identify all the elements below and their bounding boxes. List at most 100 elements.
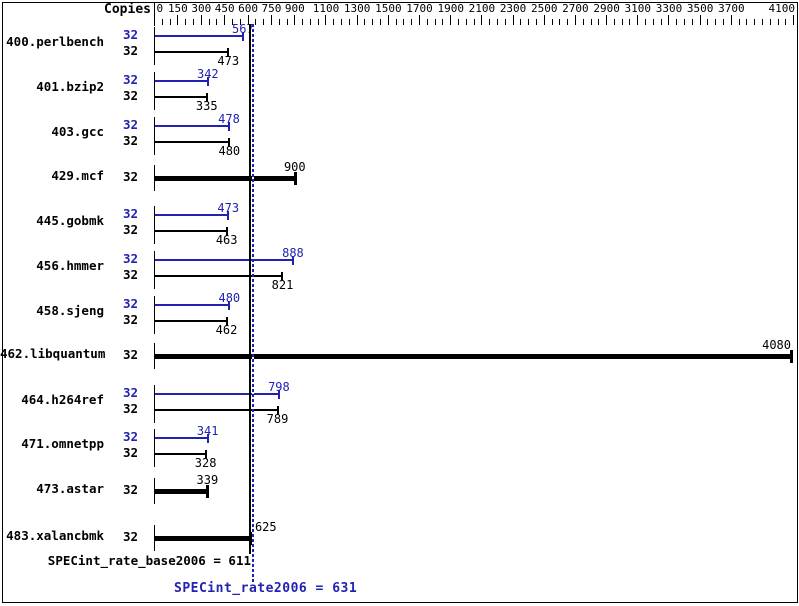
axis-major-tick <box>730 15 732 25</box>
axis-minor-tick <box>426 19 428 25</box>
copies-value-base: 32 <box>122 445 138 460</box>
bar-end-cap <box>206 76 209 86</box>
axis-minor-tick <box>520 19 522 25</box>
axis-minor-tick <box>473 19 475 25</box>
axis-tick-label: 3700 <box>718 2 745 15</box>
axis-tick-label: 2100 <box>468 2 496 15</box>
copies-value-base: 32 <box>122 401 138 416</box>
axis-minor-tick <box>598 19 600 25</box>
peak-bar <box>155 304 230 306</box>
base-value-label: 789 <box>266 412 289 426</box>
axis-minor-tick <box>629 19 631 25</box>
axis-minor-tick <box>645 19 647 25</box>
axis-minor-tick <box>777 19 779 25</box>
copies-value-base: 32 <box>122 529 138 544</box>
bar-end-cap <box>281 271 284 281</box>
base-value-label: 821 <box>271 278 294 292</box>
copies-axis-divider <box>154 2 155 26</box>
axis-minor-tick <box>442 19 444 25</box>
axis-tick-label: 900 <box>284 2 305 15</box>
axis-minor-tick <box>372 19 374 25</box>
peak-reference-line <box>251 24 254 584</box>
base-value-label: 900 <box>283 160 306 174</box>
row-baseline <box>153 296 155 334</box>
axis-minor-tick <box>465 19 467 25</box>
axis-tick-label: 750 <box>261 2 282 15</box>
copies-value-base: 32 <box>122 267 138 282</box>
axis-minor-tick <box>239 19 241 25</box>
bar-end-cap <box>291 255 294 265</box>
copies-value-base: 32 <box>122 133 138 148</box>
bar-end-cap <box>277 389 280 399</box>
axis-minor-tick <box>169 19 171 25</box>
footer-peak-score: SPECint_rate2006 = 631 <box>174 581 358 596</box>
axis-tick-label: 3300 <box>655 2 683 15</box>
benchmark-label: 400.perlbench <box>6 34 104 49</box>
benchmark-label: 458.sjeng <box>36 303 104 318</box>
axis-minor-tick <box>746 19 748 25</box>
row-baseline <box>153 165 155 191</box>
axis-major-tick <box>450 15 452 25</box>
axis-minor-tick <box>621 19 623 25</box>
axis-minor-tick <box>582 19 584 25</box>
axis-major-tick <box>512 15 514 25</box>
bar-end-cap <box>228 300 231 310</box>
base-value-label: 339 <box>196 473 219 487</box>
axis-minor-tick <box>535 19 537 25</box>
peak-value-label: 342 <box>196 67 219 81</box>
peak-bar <box>155 214 229 216</box>
base-bar <box>155 320 227 322</box>
axis-minor-tick <box>785 19 787 25</box>
benchmark-label: 473.astar <box>36 481 104 496</box>
benchmark-label: 403.gcc <box>51 124 104 139</box>
row-baseline <box>153 27 155 65</box>
axis-minor-tick <box>684 19 686 25</box>
benchmark-label: 429.mcf <box>51 168 104 183</box>
axis-minor-tick <box>754 19 756 25</box>
copies-value-peak: 32 <box>122 251 138 266</box>
copies-value-peak: 32 <box>122 296 138 311</box>
axis-minor-tick <box>496 19 498 25</box>
axis-minor-tick <box>208 19 210 25</box>
axis-tick-label: 2900 <box>593 2 620 15</box>
axis-minor-tick <box>652 19 654 25</box>
axis-tick-label: 3100 <box>624 2 652 15</box>
bar-end-cap <box>293 171 297 185</box>
copies-value-base: 32 <box>122 169 138 184</box>
axis-major-tick <box>481 15 483 25</box>
axis-major-tick <box>419 15 421 25</box>
base-bar <box>155 535 252 541</box>
bar-end-cap <box>225 316 228 326</box>
axis-tick-label: 150 <box>167 2 188 15</box>
copies-value-peak: 32 <box>122 385 138 400</box>
axis-minor-tick <box>309 19 311 25</box>
copies-value-peak: 32 <box>122 206 138 221</box>
axis-tick-label: 4100 <box>768 2 796 15</box>
axis-major-tick <box>247 15 249 25</box>
axis-minor-tick <box>395 19 397 25</box>
base-value-label: 4080 <box>762 338 791 352</box>
peak-bar <box>155 393 279 395</box>
benchmark-label: 401.bzip2 <box>36 79 104 94</box>
axis-tick-label: 0 <box>156 2 164 15</box>
axis-tick-label: 300 <box>191 2 212 15</box>
peak-bar <box>155 35 243 37</box>
axis-minor-tick <box>231 19 233 25</box>
axis-minor-tick <box>489 19 491 25</box>
base-bar <box>155 353 791 359</box>
bar-end-cap <box>228 121 231 131</box>
axis-major-tick <box>793 15 795 25</box>
axis-major-tick <box>200 15 202 25</box>
axis-minor-tick <box>676 19 678 25</box>
axis-minor-tick <box>738 19 740 25</box>
axis-minor-tick <box>255 19 257 25</box>
axis-tick-label: 2700 <box>562 2 589 15</box>
axis-major-tick <box>699 15 701 25</box>
peak-value-label: 798 <box>268 380 290 394</box>
base-bar <box>155 96 207 98</box>
base-bar <box>155 175 295 181</box>
axis-minor-tick <box>590 19 592 25</box>
benchmark-label: 462.libquantum <box>0 346 106 361</box>
